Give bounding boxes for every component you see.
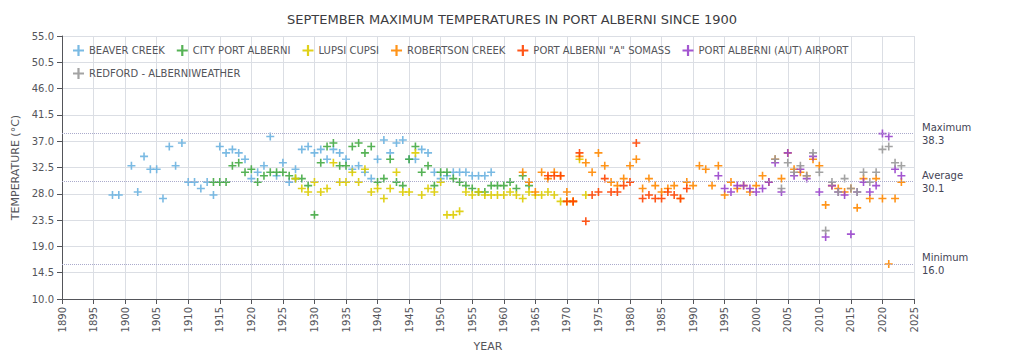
svg-text:38.3: 38.3 (922, 135, 944, 146)
svg-text:2010: 2010 (814, 307, 825, 332)
svg-text:1930: 1930 (309, 307, 320, 332)
svg-text:ROBERTSON CREEK: ROBERTSON CREEK (407, 45, 506, 56)
svg-text:46.0: 46.0 (32, 83, 54, 94)
svg-text:30.1: 30.1 (922, 183, 944, 194)
svg-text:37.0: 37.0 (32, 136, 54, 147)
svg-text:1995: 1995 (719, 307, 730, 332)
svg-text:14.5: 14.5 (32, 267, 54, 278)
svg-text:1985: 1985 (656, 307, 667, 332)
svg-text:1990: 1990 (688, 307, 699, 332)
svg-text:2015: 2015 (845, 307, 856, 332)
svg-text:Minimum: Minimum (922, 252, 968, 263)
svg-text:1905: 1905 (151, 307, 162, 332)
svg-text:LUPSI CUPSI: LUPSI CUPSI (318, 45, 379, 56)
svg-text:1960: 1960 (498, 307, 509, 332)
svg-text:TEMPERATURE (°C): TEMPERATURE (°C) (9, 115, 22, 221)
svg-text:1970: 1970 (561, 307, 572, 332)
svg-text:32.5: 32.5 (32, 162, 54, 173)
svg-text:19.0: 19.0 (32, 241, 54, 252)
svg-text:28.0: 28.0 (32, 188, 54, 199)
svg-text:50.5: 50.5 (32, 57, 54, 68)
svg-text:YEAR: YEAR (473, 340, 503, 353)
svg-text:1920: 1920 (246, 307, 257, 332)
svg-text:1955: 1955 (467, 307, 478, 332)
svg-text:1895: 1895 (88, 307, 99, 332)
svg-text:Maximum: Maximum (922, 122, 971, 133)
svg-text:1980: 1980 (625, 307, 636, 332)
svg-text:SEPTEMBER MAXIMUM TEMPERATURES: SEPTEMBER MAXIMUM TEMPERATURES IN PORT A… (287, 12, 737, 27)
svg-text:PORT ALBERNI (AUT) AIRPORT: PORT ALBERNI (AUT) AIRPORT (699, 45, 850, 56)
svg-text:REDFORD - ALBERNIWEATHER: REDFORD - ALBERNIWEATHER (89, 68, 240, 79)
svg-text:2000: 2000 (751, 307, 762, 332)
svg-text:1975: 1975 (593, 307, 604, 332)
svg-text:1965: 1965 (530, 307, 541, 332)
svg-text:1910: 1910 (183, 307, 194, 332)
svg-text:1945: 1945 (404, 307, 415, 332)
svg-text:1915: 1915 (214, 307, 225, 332)
svg-text:1890: 1890 (57, 307, 68, 332)
svg-text:1900: 1900 (120, 307, 131, 332)
svg-text:1940: 1940 (372, 307, 383, 332)
svg-text:2025: 2025 (909, 307, 920, 332)
svg-text:PORT ALBERNI "A" SOMASS: PORT ALBERNI "A" SOMASS (533, 45, 670, 56)
svg-text:55.0: 55.0 (32, 31, 54, 42)
svg-text:41.5: 41.5 (32, 109, 54, 120)
svg-text:1935: 1935 (341, 307, 352, 332)
svg-text:BEAVER CREEK: BEAVER CREEK (89, 45, 165, 56)
svg-text:CITY PORT ALBERNI: CITY PORT ALBERNI (193, 45, 291, 56)
svg-text:Average: Average (922, 170, 963, 181)
svg-text:1925: 1925 (277, 307, 288, 332)
svg-text:2005: 2005 (782, 307, 793, 332)
svg-text:2020: 2020 (877, 307, 888, 332)
svg-text:23.5: 23.5 (32, 215, 54, 226)
svg-text:16.0: 16.0 (922, 265, 944, 276)
svg-text:10.0: 10.0 (32, 294, 54, 305)
svg-text:1950: 1950 (435, 307, 446, 332)
